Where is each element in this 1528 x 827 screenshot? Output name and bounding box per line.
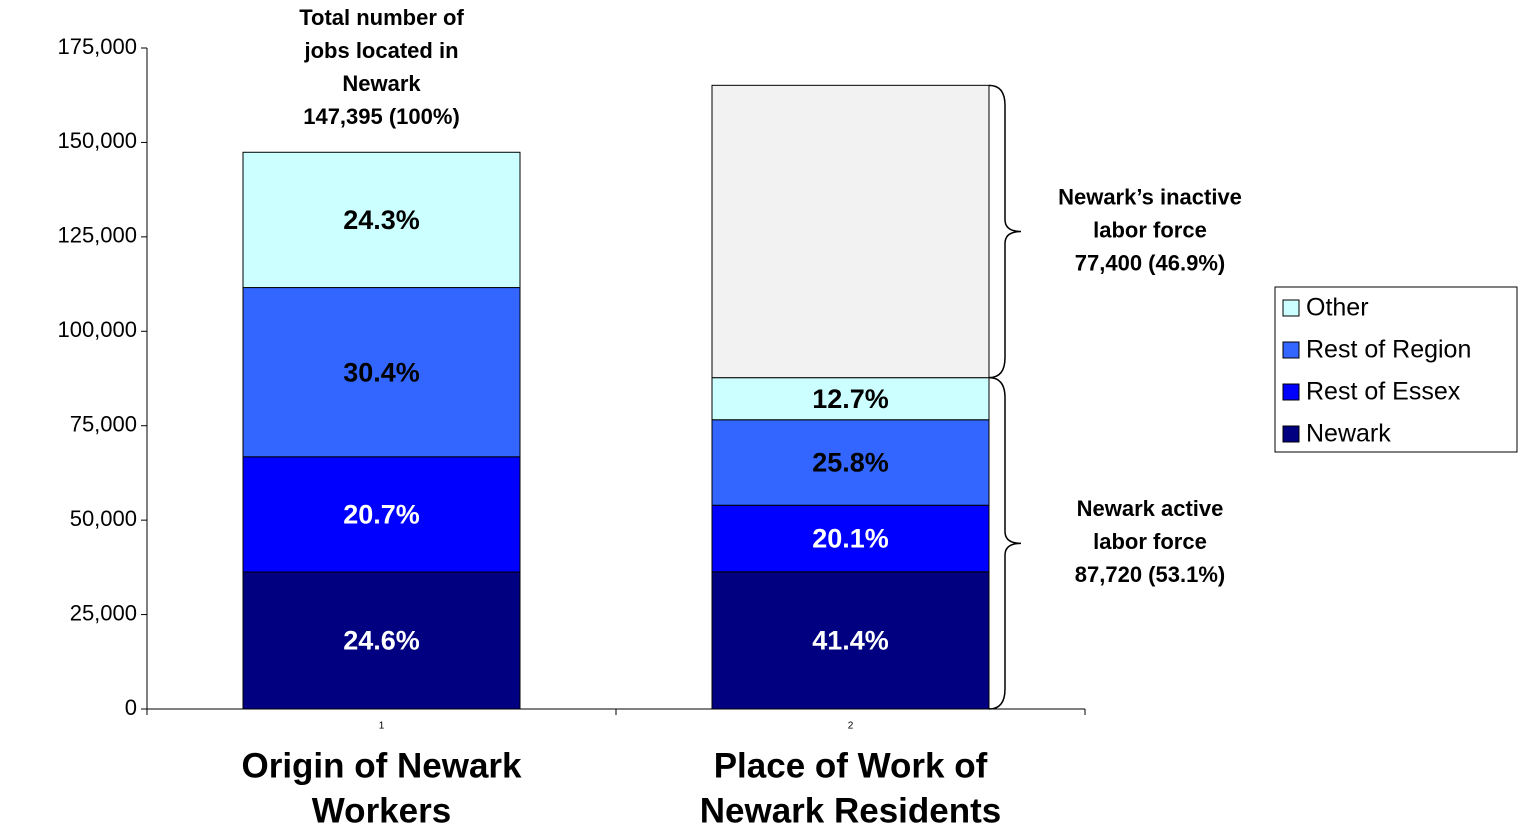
bar-segment [711,419,990,506]
legend-swatch [1282,383,1300,401]
annotation: Newark active [1077,496,1224,521]
group-label: Place of Work of [714,746,988,785]
y-tick-label: 100,000 [57,317,137,342]
annotation: jobs located in [303,38,458,63]
group-label: Newark Residents [700,791,1002,827]
bar-segment [711,504,990,573]
x-tick-label: 2 [848,721,854,732]
y-tick-label: 125,000 [57,223,137,248]
y-tick-label: 150,000 [57,128,137,153]
bar-segment [242,571,521,710]
annotation: 147,395 (100%) [303,104,460,129]
y-tick-label: 50,000 [70,506,137,531]
brace [988,376,1022,710]
legend-swatch [1282,341,1300,359]
bar-segment [711,377,990,421]
y-tick-label: 0 [125,695,137,720]
annotation: 77,400 (46.9%) [1075,250,1225,275]
legend-label: Rest of Essex [1306,378,1461,406]
inactive-segment [711,84,990,379]
segment-label: 41.4% [812,626,889,656]
legend-swatch [1282,299,1300,317]
annotation: labor force [1093,529,1207,554]
segment-label: 24.3% [343,205,420,235]
legend-label: Other [1306,294,1369,322]
segment-label: 12.7% [812,384,889,414]
segment-label: 20.7% [343,500,420,530]
legend-swatch [1282,425,1300,443]
annotation: 87,720 (53.1%) [1075,562,1225,587]
bar-segment [711,571,990,710]
group-label: Workers [312,791,451,827]
y-tick-label: 175,000 [57,34,137,59]
segment-label: 20.1% [812,524,889,554]
segment-label: 25.8% [812,448,889,478]
legend-label: Newark [1306,420,1391,448]
segment-label: 24.6% [343,626,420,656]
bar-segment [242,151,521,289]
brace [988,84,1022,379]
annotation: Newark [342,71,421,96]
group-label: Origin of Newark [241,746,522,785]
annotation: Total number of [299,5,464,30]
legend-label: Rest of Region [1306,336,1471,364]
x-tick-label: 1 [379,721,385,732]
annotation: Newark’s inactive [1058,184,1242,209]
y-tick-label: 25,000 [70,600,137,625]
legend-box [1274,286,1518,453]
annotation: labor force [1093,217,1207,242]
segment-label: 30.4% [343,357,420,387]
y-tick-label: 75,000 [70,412,137,437]
bar-segment [242,287,521,458]
bar-segment [242,456,521,573]
